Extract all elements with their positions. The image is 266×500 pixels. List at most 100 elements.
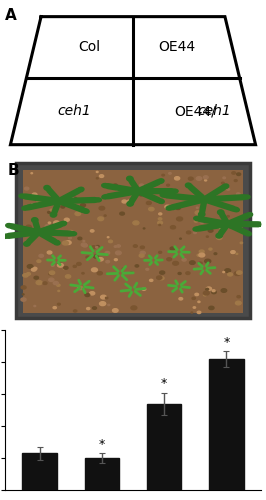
Circle shape [22,294,24,295]
Circle shape [196,176,202,180]
Circle shape [219,226,225,229]
Circle shape [135,265,139,267]
Circle shape [195,294,198,296]
Circle shape [107,236,109,238]
Circle shape [206,236,208,238]
Ellipse shape [257,222,265,226]
Circle shape [227,188,230,190]
Circle shape [37,200,43,203]
Circle shape [97,272,102,275]
Text: ceh1: ceh1 [198,104,232,118]
Circle shape [105,252,110,254]
Circle shape [198,301,200,302]
Circle shape [56,232,62,235]
Ellipse shape [216,233,222,238]
Circle shape [149,280,153,281]
Ellipse shape [157,179,164,184]
Bar [147,404,181,490]
FancyBboxPatch shape [15,164,251,318]
Circle shape [176,206,181,210]
Circle shape [182,258,186,261]
Circle shape [41,234,43,235]
Circle shape [139,254,144,257]
Circle shape [191,312,193,313]
Circle shape [82,272,84,274]
Circle shape [200,221,204,224]
Circle shape [109,240,113,242]
Circle shape [127,200,131,202]
Ellipse shape [166,206,173,210]
Circle shape [26,225,31,228]
Circle shape [45,224,51,228]
Circle shape [122,268,124,270]
Text: Col: Col [78,40,101,54]
Circle shape [171,206,176,209]
Circle shape [57,264,63,267]
Circle shape [32,204,33,205]
Circle shape [90,292,95,295]
Circle shape [194,220,198,222]
Text: OE44/: OE44/ [174,104,216,118]
Circle shape [159,213,162,215]
Circle shape [237,173,241,176]
Circle shape [98,258,103,261]
Ellipse shape [243,195,250,199]
Circle shape [43,282,47,284]
Circle shape [229,225,233,228]
Circle shape [94,255,98,258]
Circle shape [116,186,121,190]
Circle shape [139,194,143,196]
Circle shape [199,253,205,257]
Circle shape [203,291,209,295]
Circle shape [232,172,236,174]
Circle shape [31,172,32,174]
Circle shape [205,259,211,263]
Circle shape [235,301,241,305]
Circle shape [174,176,180,180]
Circle shape [190,261,195,264]
Circle shape [160,271,165,274]
Ellipse shape [102,194,109,199]
Circle shape [53,306,56,308]
Circle shape [179,298,183,300]
Ellipse shape [22,206,29,210]
Circle shape [96,246,98,248]
Circle shape [203,176,208,179]
Circle shape [104,215,106,216]
Circle shape [106,260,110,263]
Ellipse shape [185,183,192,188]
Circle shape [212,290,216,294]
Circle shape [165,205,170,208]
Circle shape [159,252,162,254]
Circle shape [24,187,29,190]
Circle shape [198,262,202,264]
Circle shape [122,200,127,203]
Circle shape [60,198,63,201]
Circle shape [206,287,211,290]
Circle shape [81,204,85,207]
Circle shape [53,282,58,284]
Circle shape [237,271,242,274]
Circle shape [170,247,175,250]
Circle shape [236,193,240,195]
Circle shape [199,250,204,253]
Circle shape [159,224,161,226]
Circle shape [193,306,196,308]
Circle shape [83,240,85,242]
Circle shape [171,226,176,229]
Circle shape [33,268,37,270]
Circle shape [158,221,163,224]
Circle shape [228,273,232,276]
Text: A: A [5,8,17,23]
Circle shape [58,262,61,265]
Circle shape [48,212,50,214]
Circle shape [221,288,227,292]
Ellipse shape [160,193,168,197]
Circle shape [48,222,51,224]
Ellipse shape [127,176,133,181]
Circle shape [36,280,42,284]
Text: *: * [161,377,167,390]
Circle shape [113,184,117,186]
Circle shape [99,302,106,306]
Circle shape [50,209,53,211]
